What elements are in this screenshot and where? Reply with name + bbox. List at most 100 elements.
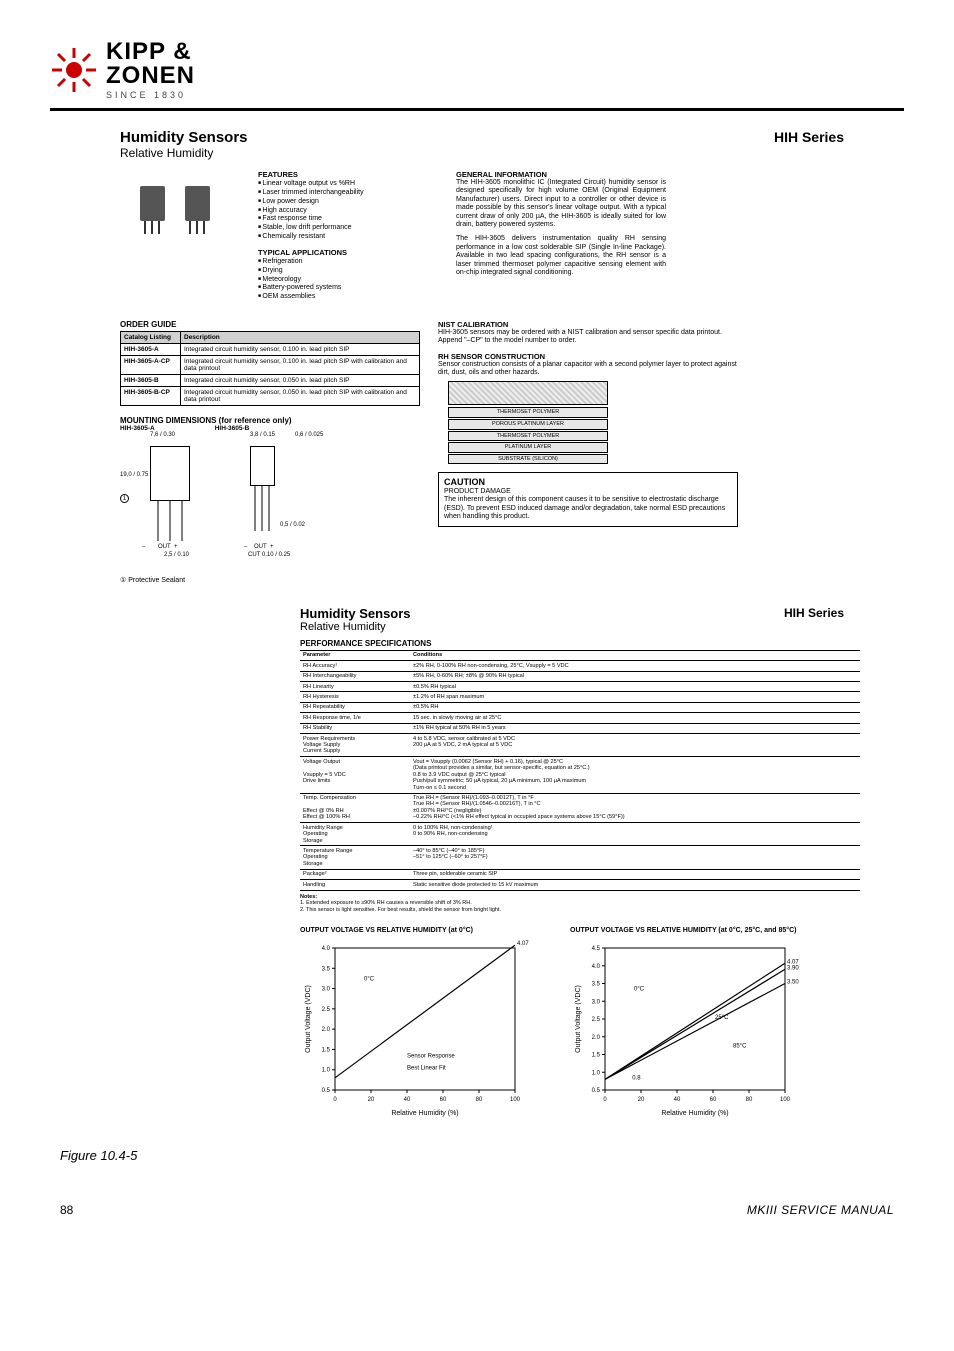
svg-text:0: 0 [333, 1097, 337, 1103]
table-row: Temp. Compensation Effect @ 0% RH Effect… [300, 793, 860, 823]
apps-list: RefrigerationDryingMeteorologyBattery-po… [258, 258, 438, 302]
svg-text:2.0: 2.0 [592, 1035, 601, 1041]
construction-layer: PLATINUM LAYER [448, 442, 608, 453]
table-row: Temperature Range Operating Storage–40° … [300, 846, 860, 869]
svg-text:1.0: 1.0 [322, 1068, 331, 1074]
table-row: Humidity Range Operating Storage0 to 100… [300, 823, 860, 846]
svg-text:3.5: 3.5 [592, 982, 601, 988]
svg-text:3.5: 3.5 [322, 967, 331, 973]
mount-sub-b: HIH-3605-B [215, 425, 250, 432]
apps-heading: TYPICAL APPLICATIONS [258, 248, 438, 257]
mounting-diagram: 7,6 / 0.30 19,0 / 0.75 – OUT + 2,5 / 0.1… [120, 432, 400, 572]
table-row: HIH-3605-AIntegrated circuit humidity se… [121, 343, 420, 355]
ds2-subtitle: Relative Humidity [300, 621, 411, 633]
general-p2: The HIH-3605 delivers instrumentation qu… [456, 235, 666, 277]
svg-text:2.0: 2.0 [322, 1027, 331, 1033]
feature-item: Chemically resistant [258, 233, 438, 242]
app-item: Meteorology [258, 276, 438, 285]
mount-heading: MOUNTING DIMENSIONS (for reference only) [120, 416, 420, 425]
svg-text:3.0: 3.0 [322, 987, 331, 993]
table-row: HIH-3605-A-CPIntegrated circuit humidity… [121, 355, 420, 374]
logo-since: SINCE 1830 [106, 90, 195, 100]
svg-text:20: 20 [638, 1097, 645, 1103]
table-row: Voltage Output Vsupply = 5 VDC Drive lim… [300, 757, 860, 793]
ds-subtitle: Relative Humidity [120, 146, 248, 160]
svg-text:40: 40 [674, 1097, 681, 1103]
product-image [120, 170, 240, 308]
table-row: Package²Three pin, solderable ceramic SI… [300, 869, 860, 879]
construction-layer: POROUS PLATINUM LAYER [448, 419, 608, 430]
feature-item: High accuracy [258, 207, 438, 216]
construct-heading: RH SENSOR CONSTRUCTION [438, 352, 738, 361]
svg-text:1.5: 1.5 [592, 1053, 601, 1059]
perf-col-1: Conditions [410, 650, 860, 660]
table-row: RH Interchangeability±5% RH, 0-60% RH; ±… [300, 671, 860, 681]
logo: KIPP & ZONEN SINCE 1830 [50, 40, 904, 100]
note: 2. This sensor is light sensitive. For b… [300, 907, 904, 914]
table-row: HIH-3605-BIntegrated circuit humidity se… [121, 374, 420, 386]
svg-text:Relative Humidity (%): Relative Humidity (%) [391, 1110, 458, 1117]
figure-caption: Figure 10.4-5 [60, 1148, 904, 1163]
svg-text:2.5: 2.5 [592, 1017, 601, 1023]
svg-text:Output Voltage (VDC): Output Voltage (VDC) [305, 985, 312, 1053]
logo-text-1: KIPP & [106, 40, 195, 64]
table-row: Power Requirements Voltage Supply Curren… [300, 734, 860, 757]
order-heading: ORDER GUIDE [120, 320, 420, 329]
svg-text:0: 0 [603, 1097, 607, 1103]
svg-text:100: 100 [510, 1097, 521, 1103]
caution-text: The inherent design of this component ca… [444, 496, 732, 521]
perf-table: Parameter Conditions RH Accuracy¹±2% RH,… [300, 650, 860, 891]
chart1: OUTPUT VOLTAGE VS RELATIVE HUMIDITY (at … [300, 927, 540, 1118]
svg-text:Output Voltage (VDC): Output Voltage (VDC) [575, 985, 582, 1053]
features-heading: FEATURES [258, 170, 438, 179]
svg-text:40: 40 [404, 1097, 411, 1103]
svg-text:60: 60 [710, 1097, 717, 1103]
ds2-title: Humidity Sensors [300, 606, 411, 621]
svg-text:0.8: 0.8 [632, 1076, 641, 1082]
order-table: Catalog Listing Description HIH-3605-AIn… [120, 331, 420, 406]
general-heading: GENERAL INFORMATION [456, 170, 666, 179]
caution-sub: PRODUCT DAMAGE [444, 488, 732, 496]
order-col-1: Description [181, 331, 420, 343]
svg-text:4.5: 4.5 [592, 946, 601, 952]
ds2-series: HIH Series [784, 606, 844, 633]
svg-text:80: 80 [746, 1097, 753, 1103]
svg-text:80: 80 [476, 1097, 483, 1103]
table-row: HandlingStatic sensitive diode protected… [300, 880, 860, 890]
feature-item: Linear voltage output vs %RH [258, 180, 438, 189]
feature-item: Stable, low drift performance [258, 224, 438, 233]
ds-title: Humidity Sensors [120, 129, 248, 146]
perf-col-0: Parameter [300, 650, 410, 660]
sealant-note: ① Protective Sealant [120, 576, 420, 584]
caution-heading: CAUTION [444, 477, 732, 488]
order-col-0: Catalog Listing [121, 331, 181, 343]
svg-text:1.0: 1.0 [592, 1071, 601, 1077]
feature-item: Fast response time [258, 215, 438, 224]
svg-text:0°C: 0°C [634, 987, 645, 993]
logo-text-2: ZONEN [106, 64, 195, 88]
svg-text:100: 100 [780, 1097, 791, 1103]
nist-text: HIH-3605 sensors may be ordered with a N… [438, 329, 738, 346]
app-item: Drying [258, 267, 438, 276]
svg-text:4.0: 4.0 [322, 946, 331, 952]
construct-text: Sensor construction consists of a planar… [438, 361, 738, 378]
divider [50, 108, 904, 111]
sun-icon [50, 46, 98, 94]
page-number: 88 [60, 1203, 73, 1217]
svg-text:60: 60 [440, 1097, 447, 1103]
svg-text:3.0: 3.0 [592, 1000, 601, 1006]
footer: 88 MKIII SERVICE MANUAL [50, 1203, 904, 1217]
svg-text:20: 20 [368, 1097, 375, 1103]
svg-text:0.5: 0.5 [592, 1088, 601, 1094]
svg-text:25°C: 25°C [715, 1015, 729, 1021]
svg-text:0°C: 0°C [364, 977, 375, 983]
perf-notes: Notes: 1. Extended exposure to ≥90% RH c… [300, 894, 904, 914]
chart2: OUTPUT VOLTAGE VS RELATIVE HUMIDITY (at … [570, 927, 810, 1118]
ds-series: HIH Series [774, 129, 844, 145]
app-item: Refrigeration [258, 258, 438, 267]
table-row: RH Repeatability±0.5% RH [300, 702, 860, 712]
table-row: RH Response time, 1/e15 sec. in slowly m… [300, 713, 860, 723]
app-item: OEM assemblies [258, 293, 438, 302]
svg-text:3.90: 3.90 [787, 966, 799, 972]
svg-text:85°C: 85°C [733, 1044, 747, 1050]
